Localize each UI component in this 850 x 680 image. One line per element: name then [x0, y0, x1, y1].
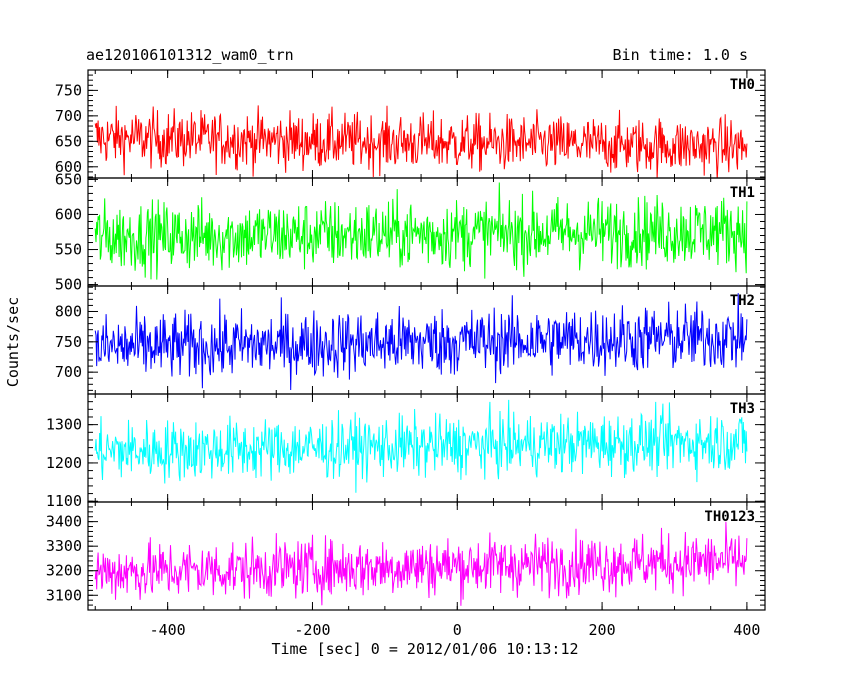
series-line-th0 [94, 105, 748, 178]
panel-label: TH0123 [704, 509, 755, 525]
panel-th0123: 3100 3200 3300 3400 TH0123 [46, 501, 766, 611]
y-axis-label: Counts/sec [4, 297, 22, 387]
x-axis: -400 -200 0 200 400 [150, 621, 761, 639]
y-tick-label: 700 [55, 107, 82, 125]
panel-th1: 500 550 600 650 TH1 [55, 170, 766, 294]
panel-label: TH0 [730, 77, 755, 93]
panel-th0: 600 650 700 750 TH0 [55, 69, 766, 179]
y-tick-label: 600 [55, 158, 82, 176]
panel-th2: 700 750 800 TH2 [55, 285, 766, 395]
y-tick-label: 650 [55, 170, 82, 188]
y-tick-label: 3100 [46, 586, 82, 604]
panel-frame [87, 69, 766, 179]
y-tick-label: 750 [55, 81, 82, 99]
series-line-th1 [94, 182, 748, 280]
y-tick-label: 1300 [46, 416, 82, 434]
x-tick-label: 200 [589, 621, 616, 639]
y-tick-label: 600 [55, 205, 82, 223]
series-line-th3 [94, 399, 748, 493]
x-tick-label: 400 [733, 621, 760, 639]
y-tick-label: 800 [55, 302, 82, 320]
panel-label: TH3 [730, 401, 755, 417]
y-tick-label: 3200 [46, 562, 82, 580]
y-tick-label: 550 [55, 241, 82, 259]
x-axis-label: Time [sec] 0 = 2012/01/06 10:13:12 [271, 640, 578, 658]
y-tick-label: 650 [55, 132, 82, 150]
series-line-th0123 [94, 521, 748, 606]
series-line-th2 [94, 293, 748, 391]
y-tick-label: 1200 [46, 454, 82, 472]
y-tick-label: 3400 [46, 513, 82, 531]
y-tick-label: 500 [55, 276, 82, 294]
bin-time-label: Bin time: 1.0 s [613, 46, 748, 64]
panel-label: TH1 [730, 185, 755, 201]
y-tick-label: 3300 [46, 537, 82, 555]
x-tick-label: -400 [150, 621, 186, 639]
x-tick-label: -200 [294, 621, 330, 639]
panel-frame [87, 285, 766, 395]
panel-label: TH2 [730, 293, 755, 309]
chart-title: ae120106101312_wam0_trn [86, 46, 294, 64]
panel-th3: 1100 1200 1300 TH3 [46, 393, 766, 510]
y-tick-label: 1100 [46, 492, 82, 510]
y-tick-label: 700 [55, 363, 82, 381]
x-tick-label: 0 [453, 621, 462, 639]
y-tick-label: 750 [55, 333, 82, 351]
